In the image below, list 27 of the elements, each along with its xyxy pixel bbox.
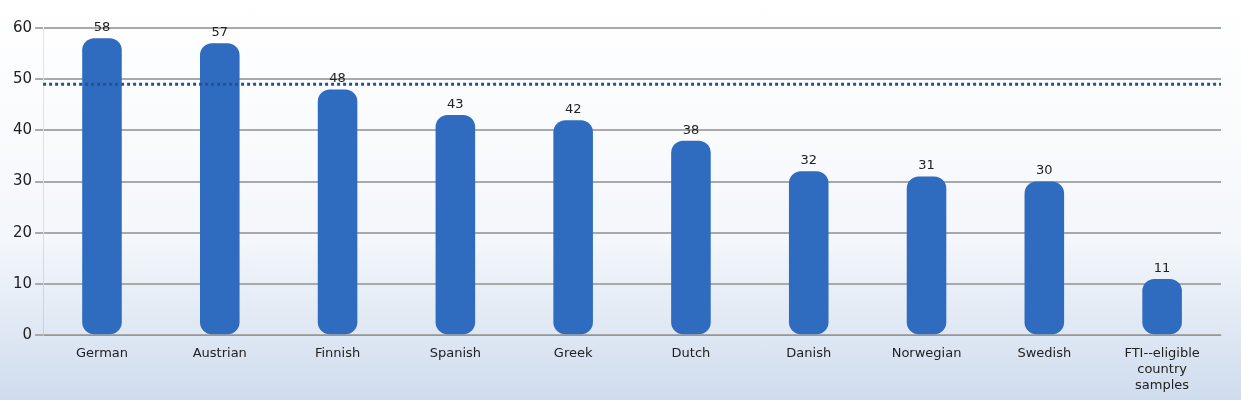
x-tick-label: Norwegian — [891, 345, 962, 361]
data-label: 42 — [564, 101, 582, 117]
data-label: 30 — [1036, 162, 1053, 178]
y-tick-label: 10 — [12, 273, 33, 292]
x-tick-label: Spanish — [429, 345, 482, 361]
data-label: 38 — [682, 121, 700, 137]
data-label: 32 — [800, 152, 817, 168]
x-tick-label: Swedish — [1017, 345, 1072, 361]
data-label: 58 — [93, 19, 111, 35]
x-tick-label: Greek — [553, 345, 593, 361]
y-tick-label: 20 — [12, 222, 33, 241]
y-tick-label: 0 — [22, 325, 33, 344]
x-tick-label: Dutch — [671, 345, 711, 361]
x-tick-label: FTI--eligible country samples — [1124, 345, 1200, 392]
data-label: 57 — [211, 24, 229, 40]
x-tick-label: German — [75, 345, 129, 361]
data-label: 43 — [447, 95, 464, 111]
x-tick-label: Danish — [786, 345, 832, 361]
y-tick-label: 50 — [12, 69, 33, 88]
data-label: 11 — [1153, 259, 1171, 275]
y-tick-label: 60 — [12, 17, 33, 36]
x-tick-label: Austrian — [192, 345, 247, 361]
y-tick-label: 40 — [12, 120, 33, 139]
x-tick-label: Finnish — [314, 345, 361, 361]
data-label: 31 — [918, 157, 935, 173]
data-label: 48 — [329, 70, 346, 86]
y-tick-label: 30 — [12, 171, 33, 190]
